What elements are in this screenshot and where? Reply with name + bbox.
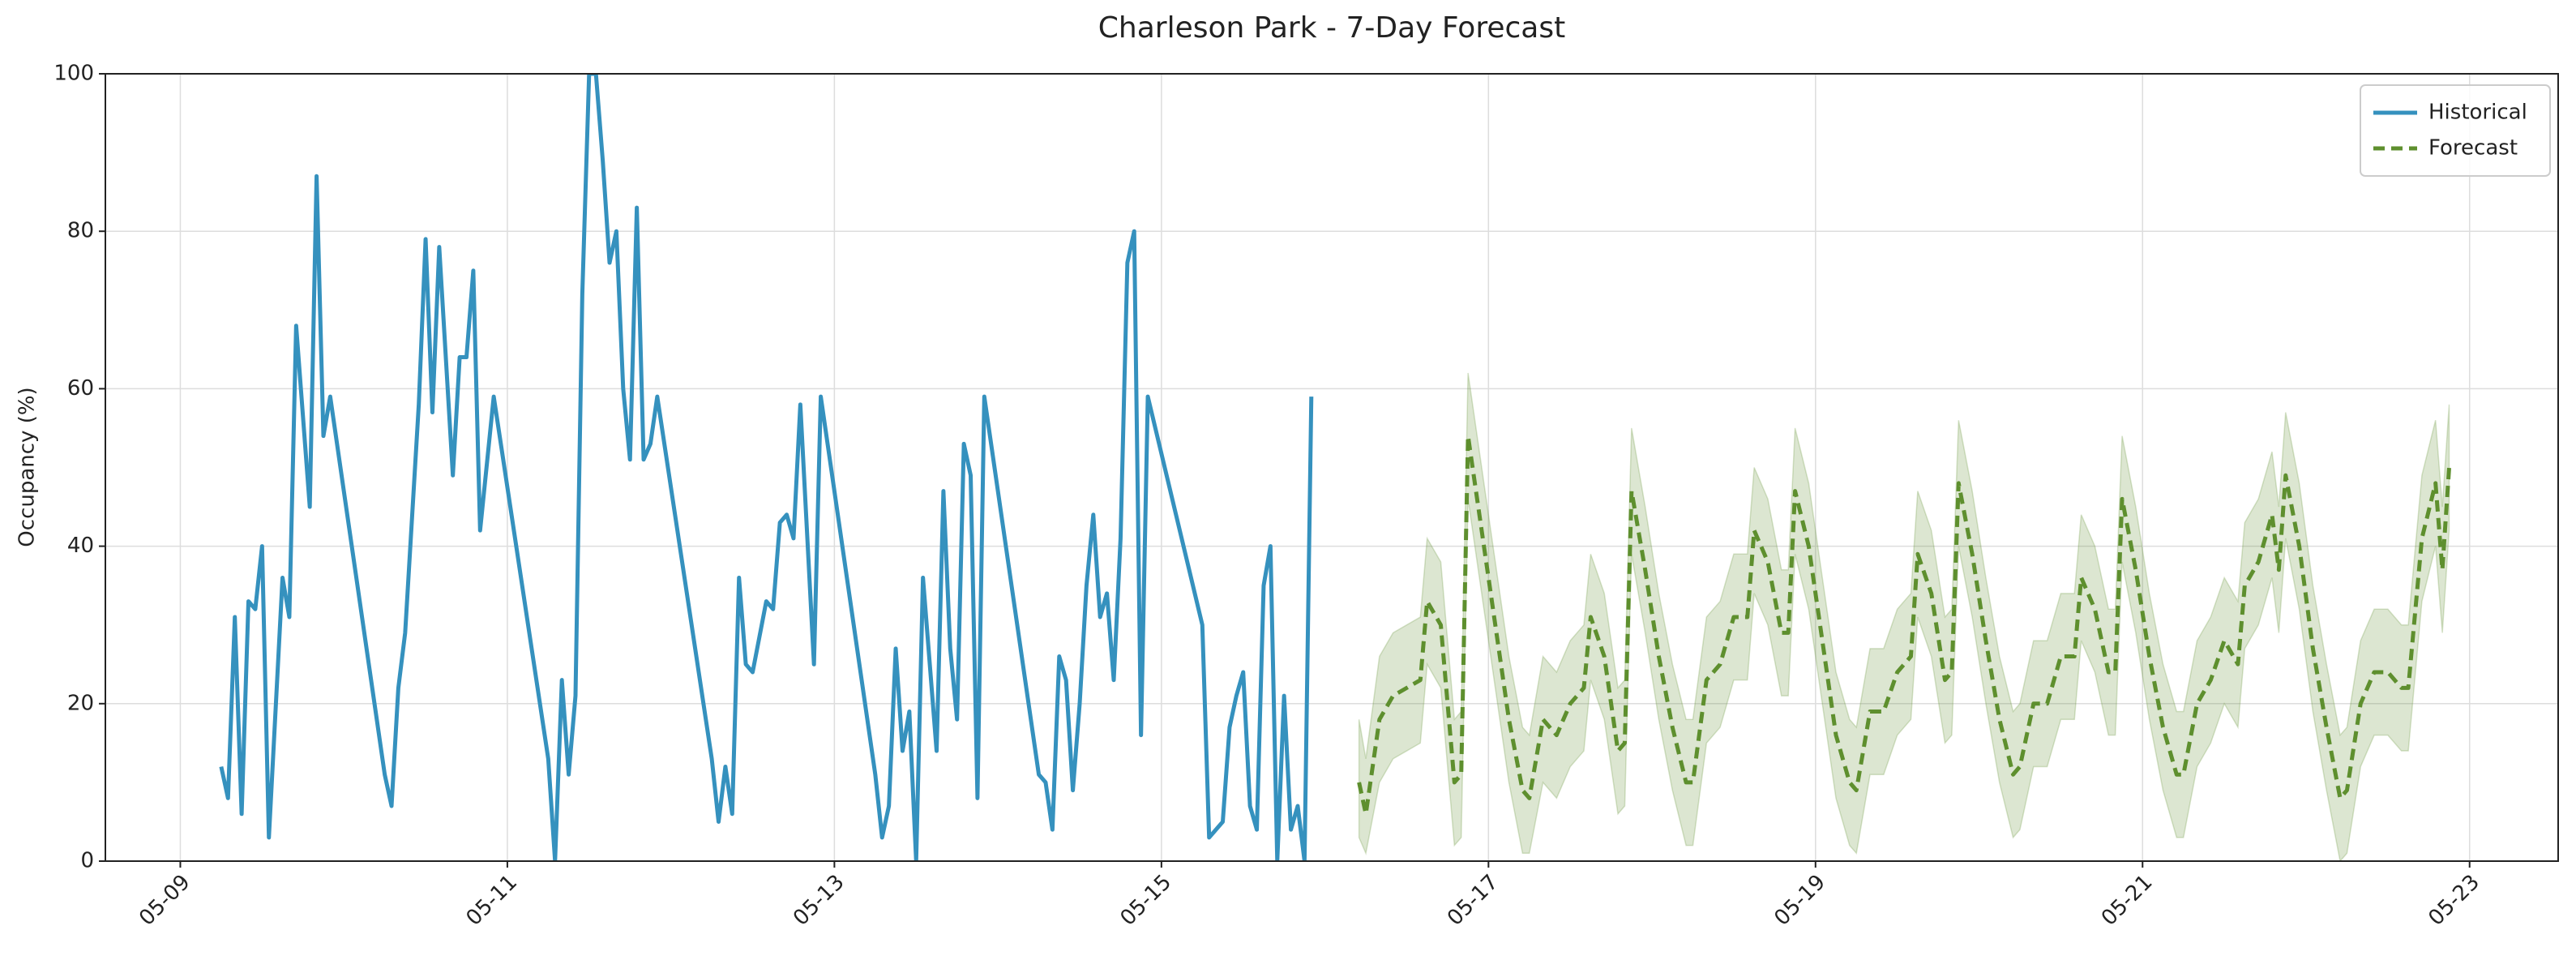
plot-frame [105, 73, 2559, 862]
x-tick-label: 05-19 [1769, 870, 1830, 931]
plot-area [219, 74, 2452, 861]
x-tick-label: 05-21 [2097, 870, 2158, 931]
x-tick-label: 05-15 [1115, 870, 1176, 931]
y-tick-label: 20 [67, 691, 94, 715]
y-axis-label: Occupancy (%) [15, 387, 40, 547]
y-tick-label: 100 [53, 62, 94, 86]
x-tick-label: 05-09 [135, 870, 195, 931]
legend-label: Forecast [2428, 136, 2518, 161]
y-tick-label: 40 [67, 534, 94, 558]
y-tick-label: 80 [67, 219, 94, 243]
chart-title: Charleson Park - 7-Day Forecast [1098, 11, 1565, 45]
legend-label: Historical [2428, 101, 2527, 125]
series-line [1357, 434, 2452, 817]
legend: Historical Forecast [2360, 84, 2551, 177]
x-tick-label: 05-13 [789, 870, 849, 931]
y-tick-label: 0 [80, 849, 94, 873]
x-tick-label: 05-17 [1443, 870, 1504, 931]
x-tick-label: 05-23 [2424, 870, 2484, 931]
x-tick-label: 05-11 [462, 870, 523, 931]
confidence-band [1358, 372, 2450, 861]
series-line [219, 74, 1314, 861]
y-tick-label: 60 [67, 376, 94, 401]
legend-box [2360, 84, 2551, 177]
